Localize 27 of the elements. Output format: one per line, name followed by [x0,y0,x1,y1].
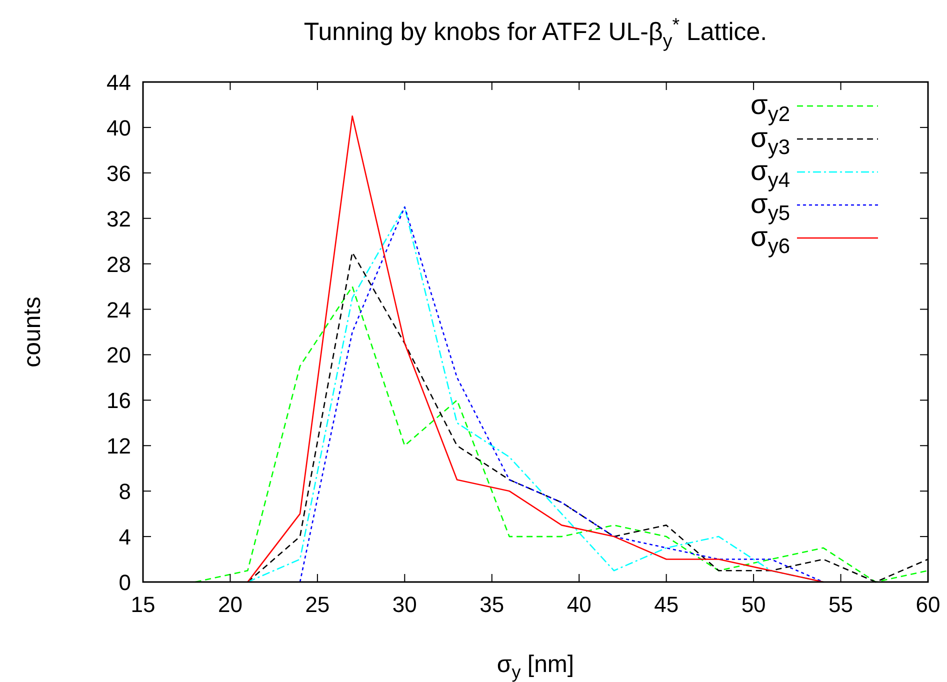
y-tick-label: 20 [106,342,131,368]
y-tick-label: 44 [106,70,131,95]
chart-title: Tunning by knobs for ATF2 UL-β$_{y}$$^{*}$ Lattice. [304,14,768,51]
legend-label: σ$_{y2}$ [750,89,790,126]
y-tick-label: 28 [106,252,131,277]
x-tick-label: 25 [305,592,330,617]
y-tick-label: 40 [106,115,131,140]
x-tick-label: 20 [218,592,242,617]
y-tick-label: 12 [106,434,131,459]
y-tick-label: 4 [118,524,131,550]
x-tick-label: 45 [654,592,679,617]
x-tick-label: 35 [480,592,504,617]
x-tick-label: 40 [566,592,592,617]
x-axis-title: σ$_{y}$ [nm] [496,651,574,682]
y-tick-label: 0 [118,570,131,595]
y-tick-label: 16 [106,388,131,414]
x-tick-label: 60 [916,592,940,617]
y-tick-label: 36 [106,160,131,186]
y-tick-label: 32 [106,206,131,232]
y-axis-title: counts [19,296,46,368]
x-tick-label: 30 [392,592,417,617]
x-tick-label: 55 [828,592,854,617]
y-tick-label: 8 [118,479,131,504]
line-series [194,286,929,583]
x-tick-label: 50 [741,592,766,617]
x-tick-label: 15 [130,592,156,617]
y-tick-label: 24 [106,297,131,322]
